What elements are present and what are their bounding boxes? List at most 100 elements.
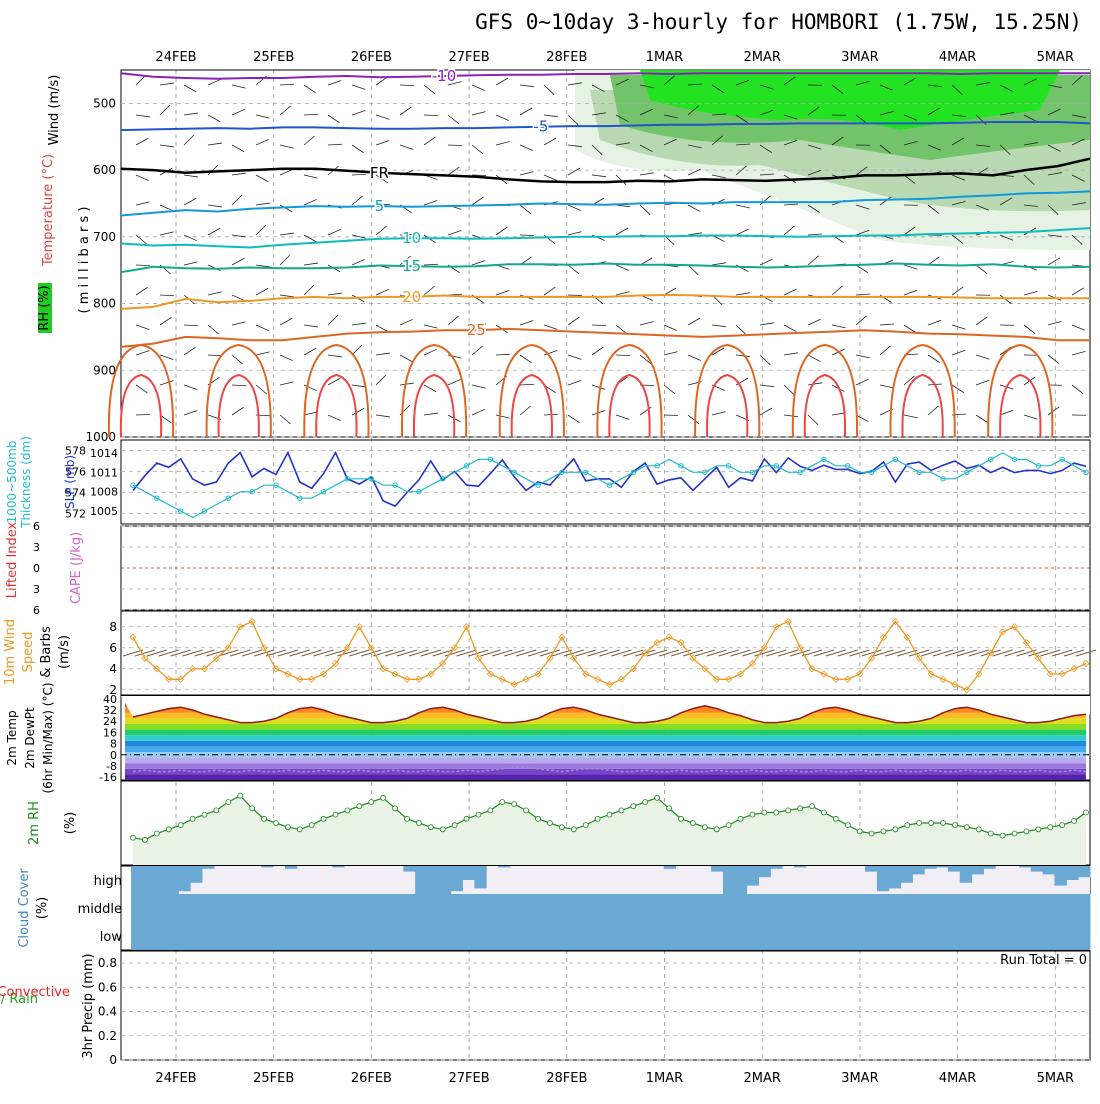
temperature-color-band bbox=[125, 735, 1086, 741]
ylabel-temperature-2: (6hr Min/Max) (°C) bbox=[41, 682, 55, 793]
wind-barb bbox=[880, 385, 894, 388]
wind-barb bbox=[952, 350, 965, 355]
date-label-bottom-26FEB: 26FEB bbox=[351, 1071, 392, 1086]
wind-barb bbox=[904, 290, 917, 295]
wind-barb bbox=[808, 256, 819, 265]
cloud-bar-middle bbox=[332, 894, 344, 922]
wind-barb bbox=[928, 257, 939, 265]
wind-barb bbox=[640, 173, 654, 175]
cloud-bar-high bbox=[723, 866, 735, 894]
wind-barb bbox=[232, 85, 246, 88]
wind-barb bbox=[568, 168, 580, 175]
wind-barb bbox=[544, 325, 557, 329]
surface-wind-barb bbox=[278, 650, 298, 656]
wind-barb bbox=[424, 85, 435, 94]
wind-barb bbox=[784, 385, 794, 395]
cloud-bar-low bbox=[1007, 922, 1019, 950]
rh-point bbox=[297, 827, 302, 832]
rh-shading-layer bbox=[575, 70, 1090, 250]
wind-barb bbox=[760, 323, 774, 325]
wind-barb bbox=[280, 318, 292, 325]
wind-barb bbox=[664, 325, 677, 330]
wind-barb bbox=[352, 408, 364, 415]
rh-point bbox=[655, 795, 660, 800]
wind-barb bbox=[688, 265, 698, 275]
wind-barb bbox=[976, 380, 989, 385]
cloud-bar-low bbox=[948, 922, 960, 950]
wind-barb bbox=[304, 348, 316, 355]
surface-wind-barb bbox=[349, 650, 369, 656]
rh-point bbox=[810, 804, 815, 809]
cloud-bar-middle bbox=[451, 894, 463, 922]
pressure-tick-700: 700 bbox=[93, 230, 116, 244]
wind-barb bbox=[304, 85, 316, 93]
surface-wind-barb bbox=[957, 650, 977, 656]
cloud-bar-low bbox=[261, 922, 273, 950]
cloud-bar-low bbox=[498, 922, 510, 950]
lifted-index-tick: 0 bbox=[33, 562, 40, 575]
wind-barb bbox=[808, 383, 822, 385]
cloud-bar-low bbox=[1066, 922, 1078, 950]
ylabel-cloud-unit: (%) bbox=[35, 897, 50, 920]
rh-point bbox=[1000, 833, 1005, 838]
wind-barb bbox=[784, 289, 797, 295]
cloud-bar-middle bbox=[877, 894, 889, 922]
cloud-bar-middle bbox=[131, 894, 143, 922]
wind-barb bbox=[688, 355, 701, 360]
wind-barb bbox=[1000, 295, 1011, 304]
cloud-bar-middle bbox=[901, 894, 913, 922]
temperature-loop-30 bbox=[121, 375, 161, 437]
cloud-bar-low bbox=[368, 922, 380, 950]
cloud-bar-low bbox=[474, 922, 486, 950]
cloud-bar-middle bbox=[628, 894, 640, 922]
wind-barb bbox=[160, 145, 174, 147]
cloud-bar-low bbox=[628, 922, 640, 950]
wind-barb bbox=[808, 415, 818, 425]
rh-point bbox=[583, 823, 588, 828]
rh-point bbox=[571, 827, 576, 832]
cloud-bar-middle bbox=[344, 894, 356, 922]
wind-barb bbox=[400, 319, 413, 325]
cloud-bar-low bbox=[687, 922, 699, 950]
cloud-bar-low bbox=[238, 922, 250, 950]
wind-barb bbox=[544, 175, 557, 180]
wind-barb bbox=[832, 286, 843, 295]
wind-barb bbox=[184, 262, 198, 265]
rh-point bbox=[988, 831, 993, 836]
wind-barb bbox=[736, 325, 746, 335]
wind-barb bbox=[256, 175, 268, 182]
isotherm-label-20: 20 bbox=[402, 288, 421, 306]
cloud-bar-high bbox=[131, 866, 143, 894]
ylabel-thickness-1: 1000~500mb bbox=[5, 441, 19, 524]
temperature-loop-30 bbox=[219, 375, 259, 437]
cloud-bar-middle bbox=[403, 894, 415, 922]
surface-wind-barb bbox=[1064, 650, 1084, 656]
cloud-bar-low bbox=[1031, 922, 1043, 950]
cloud-bar-middle bbox=[687, 894, 699, 922]
rh-point bbox=[702, 825, 707, 830]
wind-barb bbox=[712, 263, 726, 265]
slp-tick-1008: 1008 bbox=[90, 486, 118, 499]
wind-barb bbox=[184, 135, 194, 145]
wind-barb bbox=[304, 114, 318, 115]
wind-barb bbox=[184, 385, 197, 390]
wind-barb bbox=[520, 205, 531, 214]
surface-wind-barb bbox=[147, 650, 167, 656]
cloud-bar-middle bbox=[356, 894, 368, 922]
surface-wind-barb bbox=[302, 650, 322, 656]
rh-point bbox=[690, 821, 695, 826]
cloud-bar-low bbox=[652, 922, 664, 950]
wind-barb bbox=[376, 115, 389, 119]
wind-barb bbox=[304, 412, 318, 415]
rh-point bbox=[905, 823, 910, 828]
wind-barb bbox=[160, 295, 174, 296]
temperature-color-band bbox=[125, 741, 1086, 747]
isotherm-25 bbox=[121, 329, 1090, 347]
cloud-bar-high bbox=[143, 866, 155, 894]
wind-barb bbox=[136, 115, 150, 117]
wind-barb bbox=[880, 346, 891, 355]
cloud-bar-middle bbox=[699, 894, 711, 922]
cloud-bar-middle bbox=[830, 894, 842, 922]
cloud-bar-low bbox=[273, 922, 285, 950]
pressure-tick-1000: 1000 bbox=[85, 430, 116, 444]
